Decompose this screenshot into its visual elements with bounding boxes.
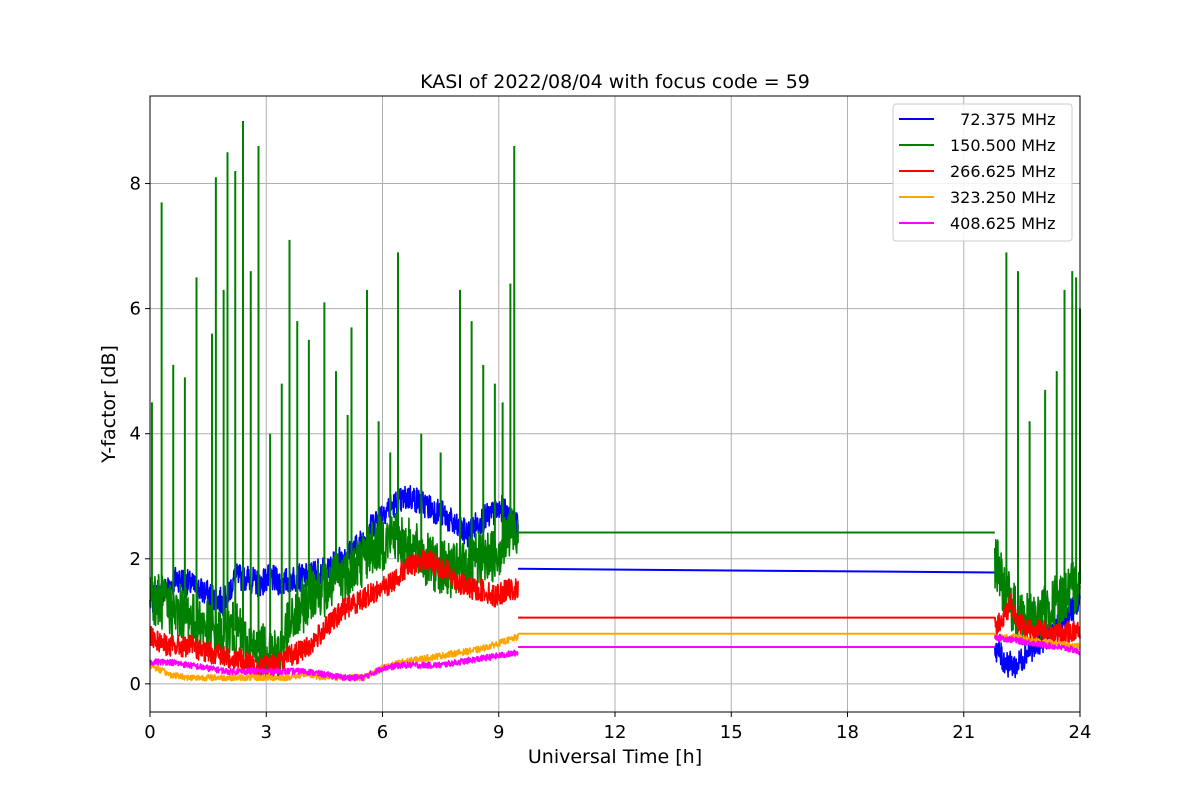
x-tick-label: 21 — [952, 722, 975, 743]
series-line-segment — [518, 567, 995, 574]
chart-title: KASI of 2022/08/04 with focus code = 59 — [420, 71, 810, 93]
y-tick-label: 0 — [130, 674, 141, 695]
x-tick-label: 0 — [144, 722, 155, 743]
series-line-segment — [149, 649, 519, 682]
x-tick-label: 18 — [836, 722, 859, 743]
x-tick-label: 6 — [377, 722, 388, 743]
series-2 — [149, 549, 1081, 678]
legend-label: 323.250 MHz — [950, 188, 1055, 207]
x-tick-label: 15 — [720, 722, 743, 743]
legend-label: 408.625 MHz — [950, 214, 1055, 233]
legend-label: 72.375 MHz — [950, 110, 1055, 129]
legend-box — [892, 103, 1073, 242]
y-tick-label: 6 — [130, 299, 141, 320]
legend: 72.375 MHz 150.500 MHz 266.625 MHz 323.250 … — [892, 103, 1073, 242]
y-axis-label: Y-factor [dB] — [98, 345, 120, 464]
y-tick-label: 2 — [130, 549, 141, 570]
x-axis-label: Universal Time [h] — [528, 746, 702, 768]
series-4 — [149, 634, 1081, 682]
legend-label: 150.500 MHz — [950, 136, 1055, 155]
legend-label: 266.625 MHz — [950, 162, 1055, 181]
x-tick-label: 24 — [1069, 722, 1092, 743]
x-tick-label: 3 — [261, 722, 272, 743]
x-tick-label: 9 — [493, 722, 504, 743]
y-tick-label: 8 — [130, 174, 141, 195]
series-1 — [149, 121, 1081, 681]
series-line-segment — [994, 634, 1081, 656]
series-line-segment — [149, 549, 519, 678]
y-tick-label: 4 — [130, 424, 141, 445]
x-tick-label: 12 — [604, 722, 627, 743]
series-line-segment — [994, 592, 1081, 646]
series-group — [149, 121, 1081, 682]
